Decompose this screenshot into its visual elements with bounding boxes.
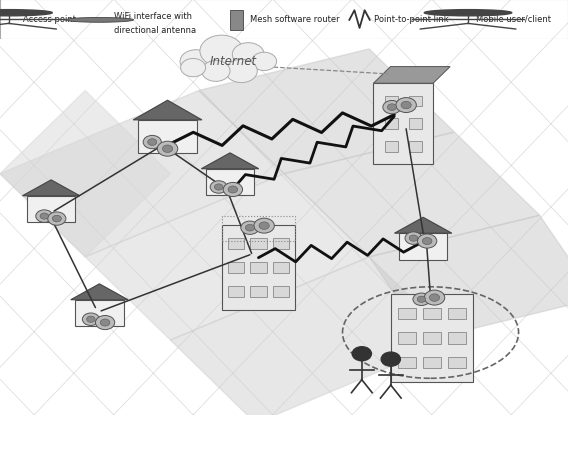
Bar [391,295,473,382]
Circle shape [423,238,432,245]
Circle shape [200,36,243,68]
Polygon shape [284,133,540,257]
Circle shape [424,10,512,17]
Circle shape [210,182,227,194]
Polygon shape [0,91,170,257]
Circle shape [0,10,52,17]
Circle shape [40,213,49,220]
Bar [398,333,416,344]
Circle shape [252,53,277,71]
Bar [385,96,398,107]
Bar [228,286,244,297]
Polygon shape [199,50,454,174]
Bar [250,262,266,273]
Bar [409,96,422,107]
Bar [230,11,243,31]
Circle shape [409,236,417,242]
Circle shape [401,102,411,110]
Bar [250,286,266,297]
Bar [398,357,416,369]
Polygon shape [85,174,369,340]
Polygon shape [70,284,128,300]
Polygon shape [133,101,202,121]
Circle shape [181,59,206,78]
Text: directional antenna: directional antenna [114,25,196,35]
Polygon shape [202,153,259,169]
Bar [448,357,466,369]
Circle shape [232,44,264,67]
Bar [222,217,295,242]
Polygon shape [0,91,284,257]
Bar [75,300,124,327]
Circle shape [143,136,161,149]
Circle shape [259,222,269,230]
Circle shape [162,146,173,153]
Circle shape [52,216,61,222]
Bar [448,308,466,319]
Circle shape [228,187,237,193]
Bar [206,169,254,196]
Circle shape [95,316,115,330]
Text: Mobile user/client: Mobile user/client [476,15,551,24]
Circle shape [180,51,212,74]
Bar [409,119,422,130]
Bar [228,238,244,249]
Circle shape [65,18,133,23]
Bar [250,238,266,249]
Circle shape [387,105,396,111]
Circle shape [215,184,223,191]
Polygon shape [22,181,80,196]
Circle shape [352,347,371,361]
Bar [222,225,295,310]
Circle shape [424,290,445,305]
Circle shape [245,225,254,232]
Text: Point-to-point link: Point-to-point link [374,15,448,24]
Bar [398,308,416,319]
Circle shape [202,61,230,82]
Circle shape [148,139,157,146]
Polygon shape [394,218,452,234]
Bar [423,308,441,319]
Polygon shape [369,216,568,340]
Circle shape [413,293,430,306]
Circle shape [405,233,422,245]
Circle shape [225,60,257,83]
Bar [273,238,289,249]
Circle shape [381,352,400,366]
Circle shape [223,183,243,197]
Polygon shape [170,257,454,423]
Circle shape [82,313,99,326]
Circle shape [157,142,178,157]
Circle shape [417,234,437,248]
Circle shape [241,222,259,235]
Circle shape [48,212,66,226]
Text: Access point: Access point [23,15,76,24]
Text: Mesh software router: Mesh software router [250,15,340,24]
Circle shape [396,98,416,113]
Bar [374,84,433,165]
Circle shape [100,319,110,326]
Circle shape [254,219,274,233]
Bar [273,262,289,273]
Bar [228,262,244,273]
Bar [423,333,441,344]
Circle shape [36,210,53,223]
Bar [399,234,448,260]
Bar [409,142,422,152]
Bar [385,119,398,130]
Text: WiFi interface with: WiFi interface with [114,11,191,20]
Bar [138,121,198,153]
Bar [423,357,441,369]
Circle shape [383,101,401,115]
Bar [27,196,75,223]
Bar [273,286,289,297]
Text: Internet: Internet [210,55,256,67]
Bar [385,142,398,152]
Circle shape [86,316,95,323]
Circle shape [417,297,426,303]
Polygon shape [374,67,450,84]
Circle shape [429,294,440,302]
Bar [448,333,466,344]
